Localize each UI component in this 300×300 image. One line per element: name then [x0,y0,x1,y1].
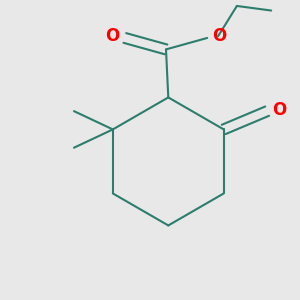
Text: O: O [273,101,287,119]
Text: O: O [105,27,119,45]
Text: O: O [212,27,226,45]
